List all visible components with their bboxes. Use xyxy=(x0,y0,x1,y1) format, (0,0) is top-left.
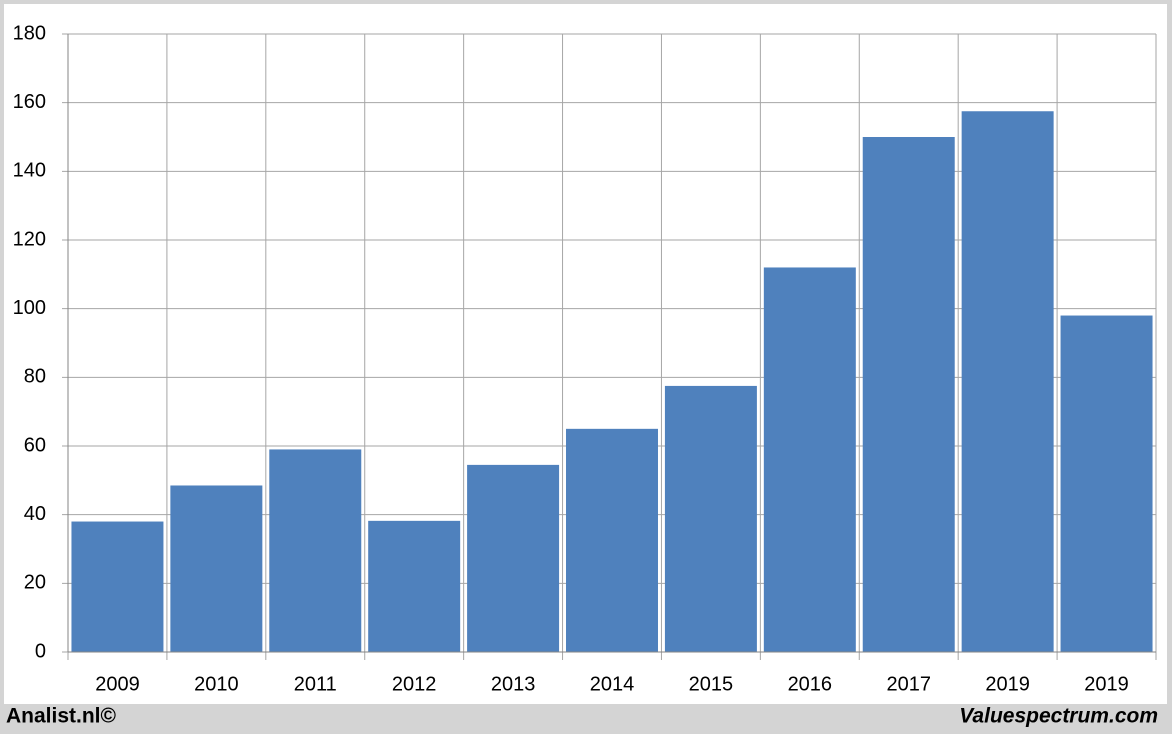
y-tick-label: 80 xyxy=(24,366,46,388)
bar xyxy=(368,520,461,652)
y-tick-label: 100 xyxy=(13,297,46,319)
bar xyxy=(269,449,362,652)
bar xyxy=(862,137,955,652)
bar xyxy=(71,521,164,652)
bar xyxy=(763,267,856,652)
x-tick-label: 2009 xyxy=(95,673,140,695)
bar xyxy=(961,111,1054,652)
x-tick-label: 2011 xyxy=(294,673,337,695)
x-tick-label: 2017 xyxy=(886,673,931,695)
x-tick-label: 2012 xyxy=(392,673,437,695)
bar xyxy=(170,485,263,652)
bar xyxy=(566,428,658,652)
y-tick-label: 0 xyxy=(35,640,46,662)
y-tick-label: 120 xyxy=(13,228,46,250)
x-tick-label: 2013 xyxy=(491,673,536,695)
x-tick-label: 2014 xyxy=(590,673,635,695)
y-tick-label: 140 xyxy=(13,160,46,182)
bar xyxy=(664,385,757,652)
x-tick-label: 2010 xyxy=(194,673,239,695)
x-tick-label: 2016 xyxy=(788,673,833,695)
y-tick-label: 60 xyxy=(24,434,46,456)
y-tick-label: 40 xyxy=(24,503,46,525)
footer-right: Valuespectrum.com xyxy=(959,705,1158,728)
y-tick-label: 20 xyxy=(24,572,46,594)
bar xyxy=(1060,315,1153,652)
footer-left: Analist.nl© xyxy=(6,705,117,728)
y-tick-label: 160 xyxy=(13,91,46,113)
x-tick-label: 2019 xyxy=(1084,673,1129,695)
x-tick-label: 2015 xyxy=(689,673,734,695)
x-tick-label: 2019 xyxy=(985,673,1030,695)
bar xyxy=(467,464,560,652)
y-tick-label: 180 xyxy=(13,22,46,44)
